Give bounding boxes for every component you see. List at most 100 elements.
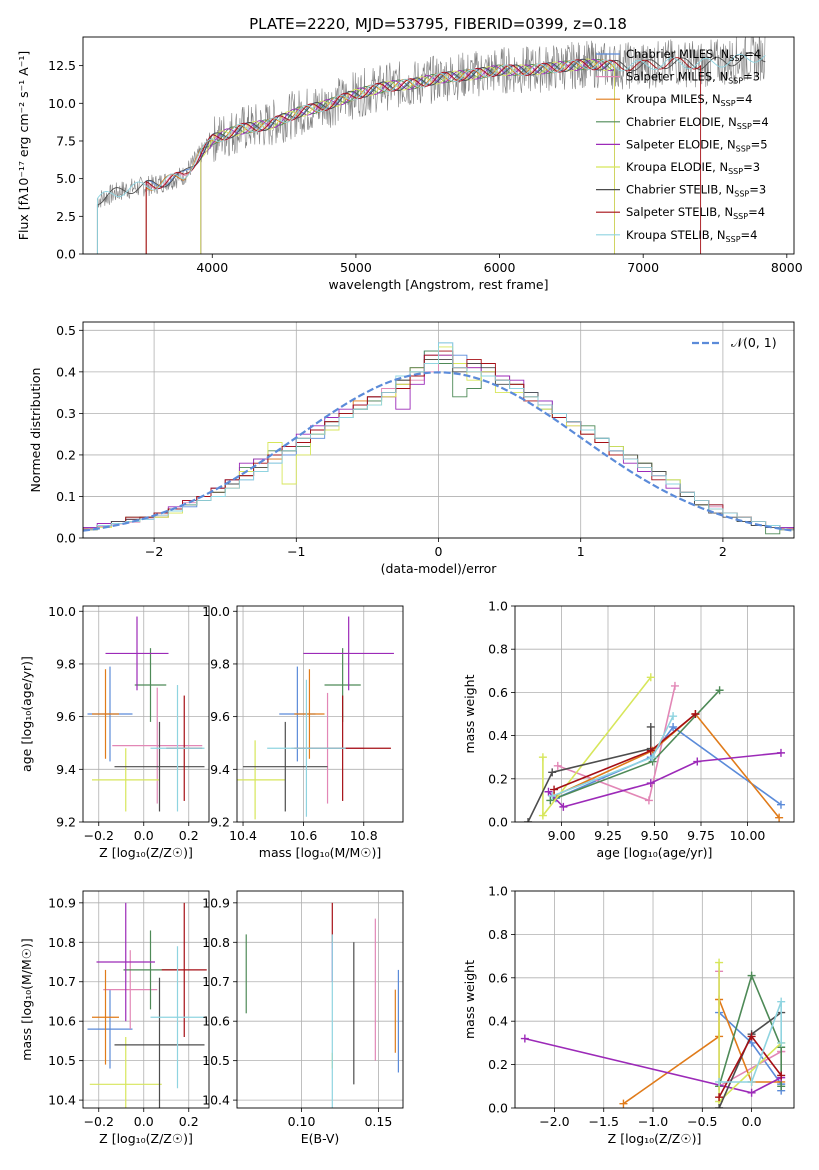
point-marker: [548, 768, 557, 777]
model-line-kroupa-elodie: [200, 58, 615, 254]
point-marker: [646, 746, 655, 755]
x-tick-label: 0: [435, 544, 443, 559]
normal-curve: [83, 371, 794, 532]
model-line-salpeter-miles: [145, 59, 615, 254]
legend-suffix: =4: [752, 115, 769, 129]
point-marker: [747, 1077, 756, 1086]
point-marker: [777, 1038, 786, 1047]
model-line-chabrier-elodie: [200, 59, 615, 254]
y-tick-label: 10.5: [48, 1053, 76, 1068]
y-tick-label: 0.3: [56, 406, 76, 421]
legend-subscript: SSP: [726, 235, 741, 244]
point-marker: [538, 753, 547, 762]
error-bars: [87, 902, 207, 1108]
legend-label: Salpeter MILES, NSSP=3: [626, 70, 760, 86]
y-tick-label: 10.6: [202, 1014, 230, 1029]
y-tick-label: 10.4: [48, 1093, 76, 1108]
point-marker: [776, 800, 785, 809]
histogram-lines: [83, 342, 794, 538]
y-tick-label: 10.6: [48, 1014, 76, 1029]
x-tick-label: 0.0: [742, 1114, 762, 1129]
point-marker: [747, 1032, 756, 1041]
legend-suffix: =4: [748, 205, 765, 219]
error-bar-chabrier-miles: [87, 989, 133, 1069]
x-tick-label: 6000: [484, 260, 516, 275]
y-tick-label: 10.8: [202, 935, 230, 950]
weight-line-salpeter-stelib: [553, 713, 696, 791]
weight-vs-metallicity-panel: −2.0 −1.5 −1.0 −0.5 0.0 0.0 0.2 0.4 0.6 0.8 1.0 Z […: [462, 884, 795, 1146]
y-axis-label: mass [log₁₀(M/M☉)]: [19, 938, 34, 1060]
error-bar-salpeter-miles: [103, 950, 158, 1030]
legend-subscript: SSP: [729, 54, 744, 63]
y-tick-label: 0.1: [56, 489, 76, 504]
legend-subscript: SSP: [733, 212, 748, 221]
y-tick-label: 10.0: [48, 604, 76, 619]
plot-frame: [236, 605, 404, 823]
point-marker: [670, 681, 679, 690]
y-tick-label: 10.4: [202, 1093, 230, 1108]
x-tick-label: −0.2: [84, 828, 114, 843]
weight-lines: [524, 673, 785, 822]
x-axis-label: mass [log₁₀(M/M☉)]: [259, 845, 381, 860]
point-marker: [715, 958, 724, 967]
y-tick-label: 9.2: [56, 815, 76, 830]
figure-title: PLATE=2220, MJD=53795, FIBERID=0399, z=0…: [249, 15, 627, 33]
point-marker: [538, 811, 547, 820]
legend-label: Chabrier ELODIE, NSSP=4: [626, 115, 769, 131]
point-marker: [644, 796, 653, 805]
legend-label: Kroupa STELIB, NSSP=4: [626, 228, 757, 244]
error-bar-chabrier-stelib: [114, 977, 205, 1108]
error-bar-salpeter-elodie: [96, 902, 155, 1022]
x-tick-label: 9.25: [594, 828, 622, 843]
x-tick-label: −1.0: [638, 1114, 668, 1129]
weight-line-kroupa-stelib: [551, 715, 674, 797]
legend-subscript: SSP: [734, 190, 749, 199]
spectrum-lines: [96, 37, 766, 254]
point-marker: [646, 673, 655, 682]
error-bar-chabrier-stelib: [243, 721, 328, 812]
x-axis-label: age [log₁₀(age/yr)]: [597, 845, 713, 860]
point-marker: [524, 818, 533, 822]
y-axis-label: mass weight: [462, 960, 477, 1039]
point-marker: [777, 1071, 786, 1080]
y-tick-label: 10.8: [48, 935, 76, 950]
y-tick-label: 0.2: [488, 771, 508, 786]
point-marker: [776, 748, 785, 757]
point-marker: [715, 1093, 724, 1102]
error-bar-kroupa-stelib: [150, 685, 205, 812]
model-line-kroupa-miles: [145, 59, 615, 254]
point-marker: [693, 757, 702, 766]
legend-label: Chabrier STELIB, NSSP=3: [626, 183, 766, 199]
x-axis-label: wavelength [Angstrom, rest frame]: [328, 277, 548, 292]
x-tick-label: 9.00: [548, 828, 576, 843]
x-tick-label: 10.00: [730, 828, 766, 843]
error-bar-kroupa-miles: [92, 969, 119, 1065]
y-tick-label: 9.4: [56, 762, 76, 777]
error-bar-kroupa-elodie: [237, 740, 286, 820]
spectrum-panel: 4000 5000 6000 7000 8000 0.0 2.5 5.0 7.5 10.0 12.5…: [16, 36, 803, 292]
weight-line-chabrier-stelib: [527, 727, 652, 822]
model-line-kroupa-stelib: [96, 53, 766, 254]
age-vs-metallicity-panel: −0.2 0.0 0.2 9.2 9.4 9.6 9.8 10.0 Z [log₁₀(Z/Z☉)…: [19, 604, 210, 860]
point-marker: [548, 792, 557, 801]
y-tick-label: 0.0: [488, 815, 508, 830]
plot-frame: [514, 605, 795, 823]
plot-frame: [82, 321, 795, 539]
point-marker: [546, 796, 555, 805]
x-tick-label: 0.2: [179, 1114, 199, 1129]
legend-suffix: =3: [743, 70, 760, 84]
legend-label: Salpeter STELIB, NSSP=4: [626, 205, 765, 221]
x-tick-label: −0.2: [84, 1114, 114, 1129]
x-tick-label: 7000: [627, 260, 659, 275]
y-tick-label: 0.4: [56, 364, 76, 379]
point-marker: [544, 787, 553, 796]
point-marker: [777, 997, 786, 1006]
y-axis-label: mass weight: [462, 674, 477, 753]
y-axis-label: Flux [fλ10⁻¹⁷ erg cm⁻² s⁻¹ A⁻¹]: [16, 51, 31, 240]
point-marker: [646, 779, 655, 788]
x-tick-label: 4000: [196, 260, 228, 275]
weight-line-chabrier-elodie: [550, 689, 721, 802]
x-tick-label: 10.8: [350, 828, 378, 843]
legend-suffix: =4: [744, 47, 761, 61]
